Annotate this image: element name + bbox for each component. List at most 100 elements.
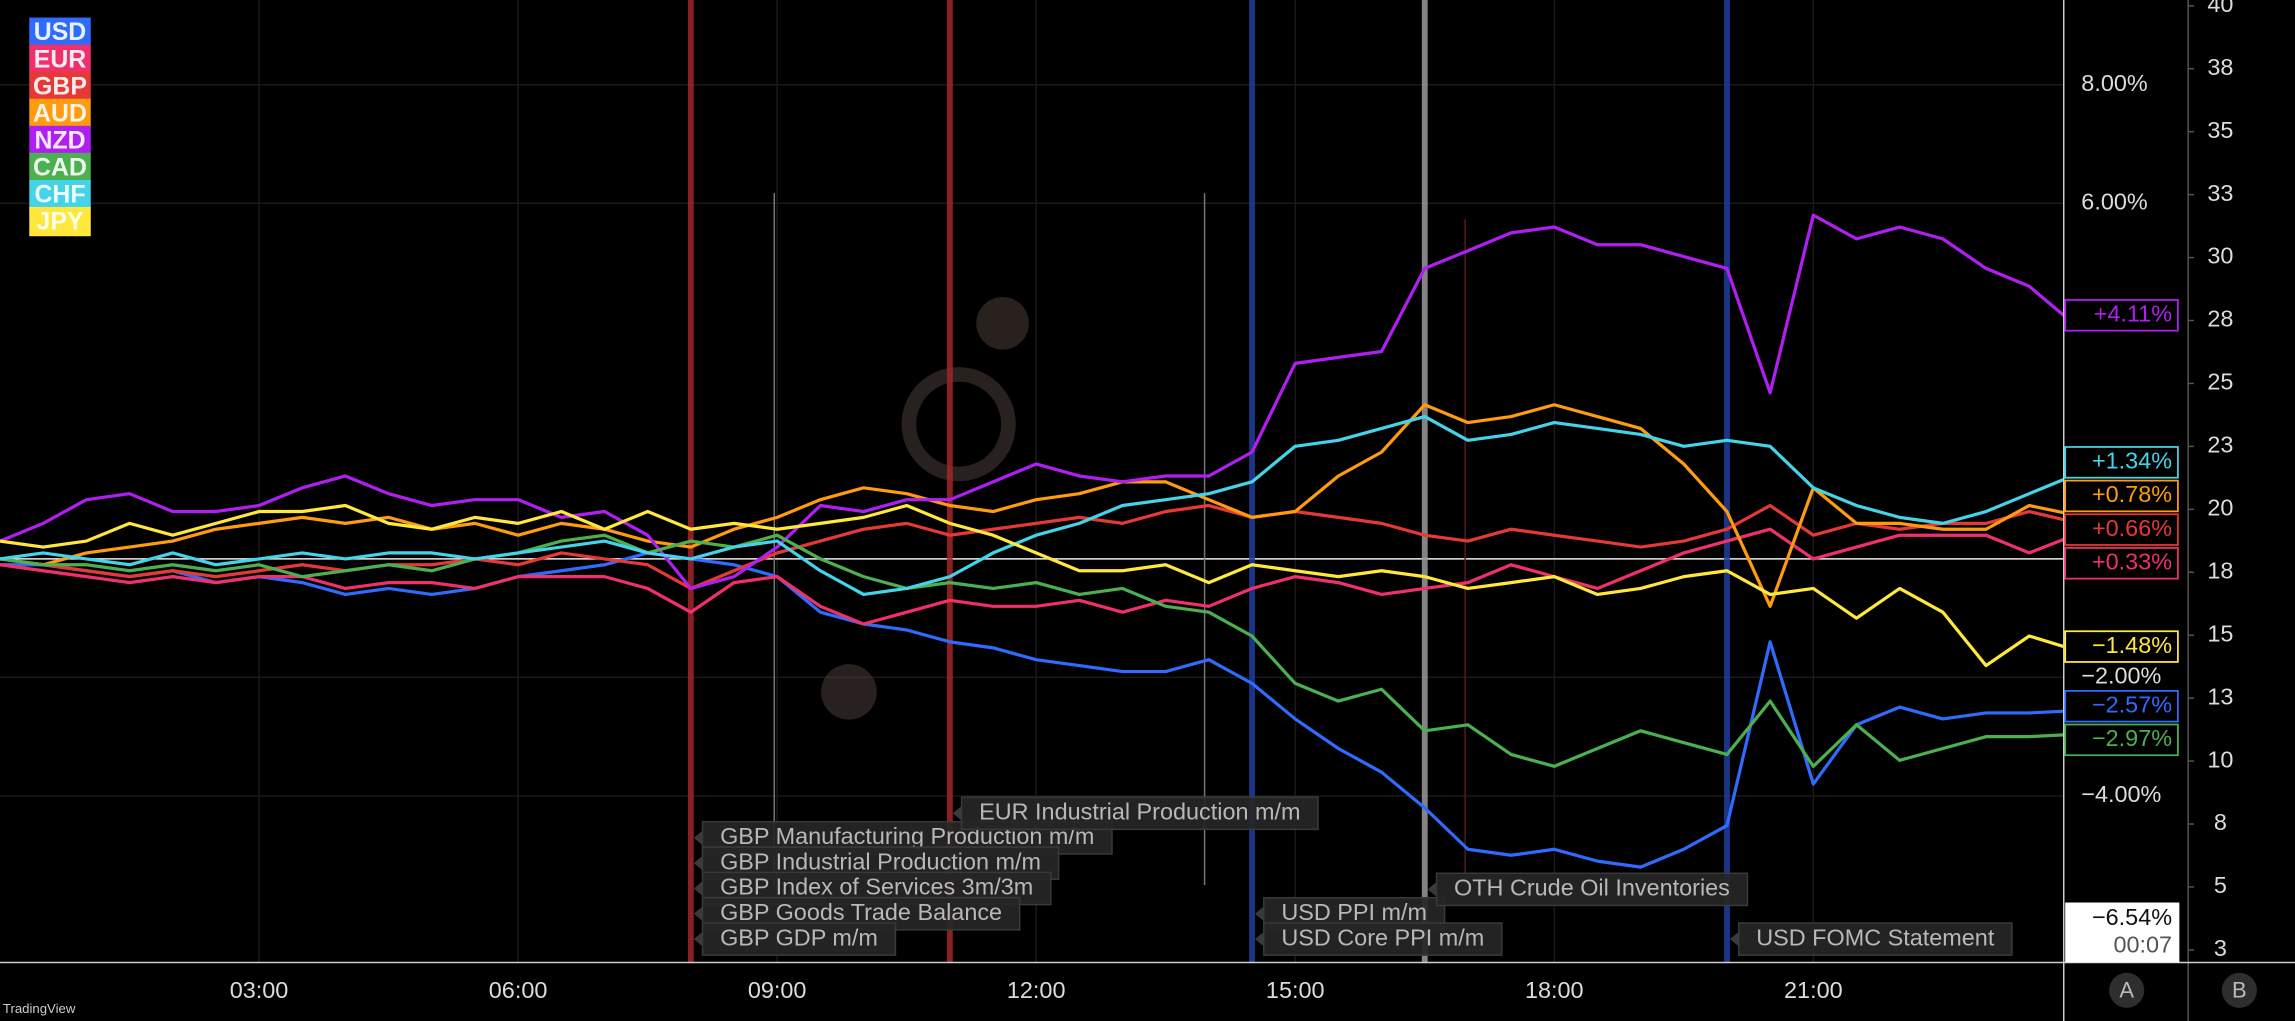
legend-label: AUD bbox=[33, 99, 87, 127]
event-label-text: USD Core PPI m/m bbox=[1281, 924, 1484, 950]
event-label-notch bbox=[693, 906, 703, 922]
event-label-text: GBP Industrial Production m/m bbox=[720, 848, 1041, 874]
legend-swatch bbox=[29, 17, 91, 47]
end-label: +0.66% bbox=[2092, 515, 2172, 541]
watermark-dot bbox=[976, 296, 1029, 350]
series-line bbox=[0, 527, 2065, 626]
series-line bbox=[0, 213, 2065, 591]
event-label-text: USD FOMC Statement bbox=[1756, 924, 1995, 950]
button-label[interactable]: B bbox=[2232, 978, 2247, 1003]
end-label: +1.34% bbox=[2092, 448, 2172, 474]
x-tick-label: 03:00 bbox=[230, 977, 289, 1003]
end-label: +0.78% bbox=[2092, 481, 2172, 507]
price-label: −6.54% bbox=[2092, 904, 2172, 930]
y2-tick-label: 3 bbox=[2214, 935, 2227, 961]
end-label-box bbox=[2064, 723, 2179, 757]
watermark-dot bbox=[821, 664, 877, 720]
end-label: −2.97% bbox=[2092, 725, 2172, 751]
y2-tick-label: 38 bbox=[2207, 54, 2233, 80]
event-label: EUR Industrial Production m/m bbox=[952, 796, 1319, 831]
event-label-notch bbox=[1729, 931, 1739, 947]
button[interactable] bbox=[2109, 972, 2145, 1008]
grid bbox=[0, 0, 2064, 963]
y2-tick-label: 28 bbox=[2207, 306, 2233, 332]
end-label-box bbox=[2064, 479, 2179, 513]
y-tick-label: −2.00% bbox=[2081, 663, 2161, 689]
x-tick-label: 09:00 bbox=[748, 977, 807, 1003]
event-label: OTH Crude Oil Inventories bbox=[1427, 872, 1749, 907]
y-tick-label: 6.00% bbox=[2081, 188, 2147, 214]
event-label-notch bbox=[693, 855, 703, 871]
y2-tick-label: 23 bbox=[2207, 432, 2233, 458]
legend-swatch bbox=[29, 206, 91, 237]
event-label: USD FOMC Statement bbox=[1729, 922, 2013, 956]
event-label-text: OTH Crude Oil Inventories bbox=[1454, 875, 1730, 901]
series-line bbox=[0, 403, 2065, 608]
y2-tick-label: 35 bbox=[2207, 117, 2233, 143]
y-tick-label: −4.00% bbox=[2081, 781, 2161, 807]
y2-tick-label: 18 bbox=[2207, 557, 2233, 583]
end-label-box bbox=[2064, 446, 2179, 479]
event-label-notch bbox=[693, 931, 703, 947]
legend-swatch bbox=[29, 179, 91, 210]
y2-tick-label: 13 bbox=[2207, 683, 2233, 709]
event-label-text: EUR Industrial Production m/m bbox=[979, 798, 1300, 824]
x-tick-label: 06:00 bbox=[489, 977, 548, 1003]
event-label: GBP GDP m/m bbox=[693, 922, 897, 956]
end-label-box bbox=[2064, 513, 2179, 546]
event-label: USD Core PPI m/m bbox=[1254, 922, 1503, 956]
x-tick-label: 18:00 bbox=[1525, 977, 1584, 1003]
end-labels: −2.57% +0.33% +0.66% +0.78% +4.11% −2.97% +1.3… bbox=[2064, 299, 2180, 963]
event-label-box bbox=[1435, 872, 1749, 907]
event-label-notch bbox=[1427, 882, 1437, 897]
end-label: +0.33% bbox=[2092, 548, 2172, 574]
y-tick-label: 8.00% bbox=[2081, 70, 2147, 96]
legend-swatch bbox=[29, 125, 91, 156]
y2-tick-label: 5 bbox=[2214, 872, 2227, 898]
y2-tick-label: 25 bbox=[2207, 369, 2233, 395]
button[interactable] bbox=[2221, 972, 2257, 1008]
legend-swatch bbox=[29, 98, 91, 128]
y2-tick-label: 40 bbox=[2207, 0, 2233, 17]
end-label: +4.11% bbox=[2094, 300, 2172, 326]
end-label: −2.57% bbox=[2092, 691, 2172, 717]
legend-swatch bbox=[29, 71, 91, 101]
legend-label: USD bbox=[34, 18, 87, 46]
series-line bbox=[0, 414, 2065, 597]
y2-tick-label: 10 bbox=[2207, 746, 2233, 772]
end-label-box bbox=[2064, 299, 2179, 332]
end-label-box bbox=[2064, 630, 2179, 663]
legend-label: EUR bbox=[34, 45, 87, 73]
y2-tick-label: 20 bbox=[2207, 495, 2233, 521]
y2-tick-label: 33 bbox=[2207, 180, 2233, 206]
event-label-notch bbox=[952, 805, 962, 821]
y2-tick-label: 15 bbox=[2207, 620, 2233, 646]
event-label-notch bbox=[1254, 906, 1264, 922]
watermark-ring bbox=[901, 367, 1016, 482]
event-label-notch bbox=[693, 830, 703, 846]
event-label-box bbox=[960, 796, 1319, 831]
y2-tick-label: 8 bbox=[2214, 809, 2227, 835]
series-line bbox=[0, 551, 2064, 869]
countdown: 00:07 bbox=[2113, 932, 2172, 958]
series-lines bbox=[0, 213, 2065, 869]
brand: TradingView bbox=[3, 1001, 76, 1016]
price-box bbox=[2065, 902, 2180, 963]
legend-label: CHF bbox=[34, 181, 85, 209]
button-label[interactable]: A bbox=[2119, 978, 2134, 1003]
event-label-box bbox=[1263, 922, 1503, 956]
x-tick-label: 21:00 bbox=[1784, 977, 1843, 1003]
legend-swatch bbox=[29, 44, 91, 74]
end-label-box bbox=[2064, 689, 2179, 723]
legend-label: NZD bbox=[34, 126, 85, 154]
event-label-notch bbox=[693, 881, 703, 896]
legend-swatch bbox=[29, 152, 91, 183]
x-tick-label: 15:00 bbox=[1266, 977, 1325, 1003]
event-label-text: USD PPI m/m bbox=[1281, 899, 1427, 925]
series-line bbox=[0, 533, 2064, 768]
event-label-text: GBP Goods Trade Balance bbox=[720, 899, 1002, 925]
